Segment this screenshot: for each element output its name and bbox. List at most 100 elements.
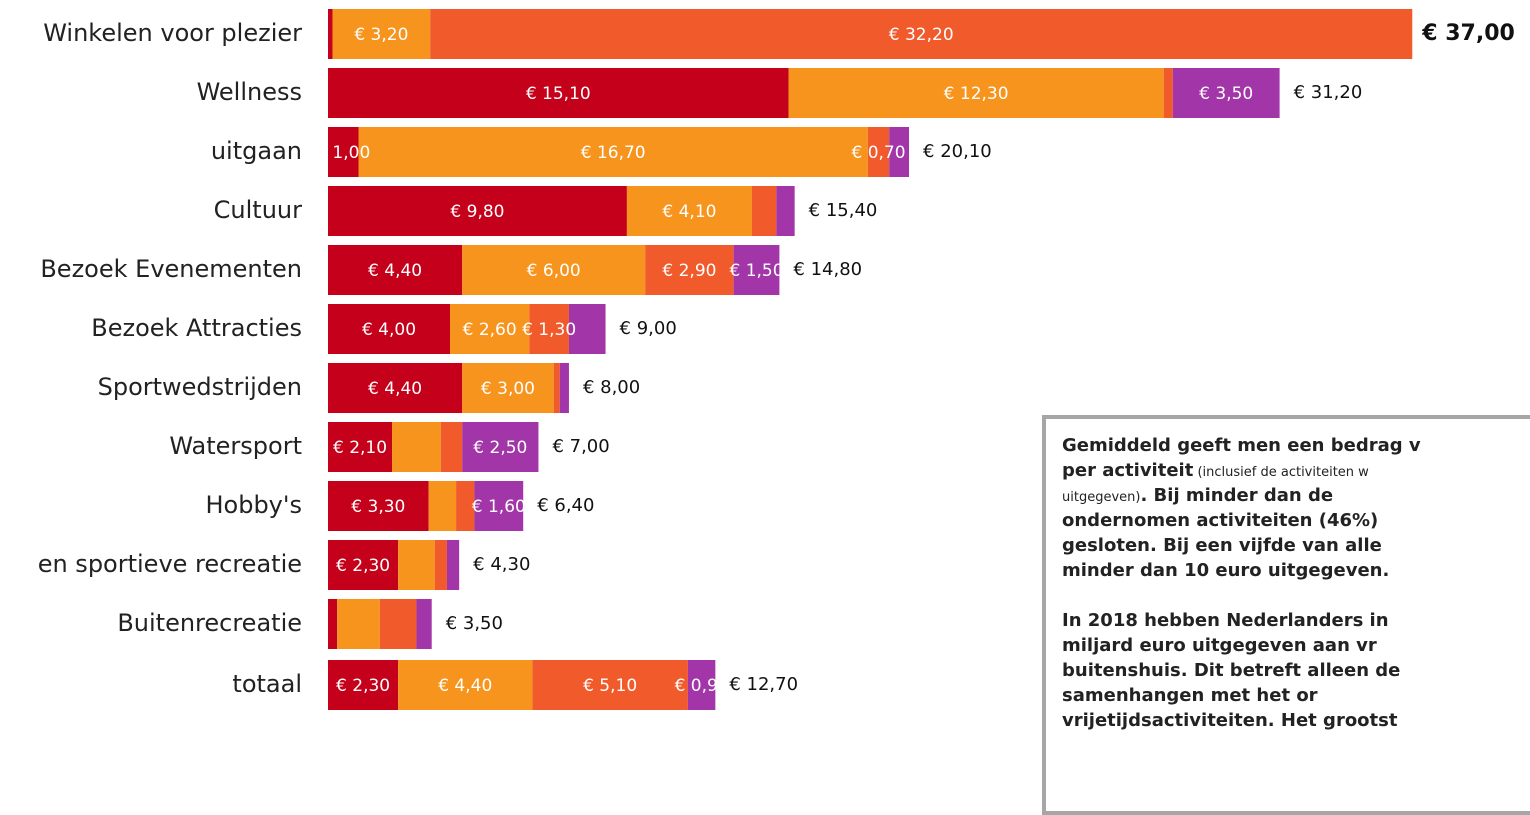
bar-segment [328,540,399,590]
note-line: In 2018 hebben Nederlanders in [1062,610,1389,631]
bar-segment [450,304,530,354]
segment-label: € 4,40 [438,676,492,696]
segment-label: € 4,40 [368,379,422,399]
bar-segment [434,540,447,590]
segment-label: € 3,20 [354,25,408,45]
category-label: Winkelen voor plezier [43,19,302,47]
bar-segment [328,304,450,354]
bar-segment [328,422,393,472]
bar-segment [328,363,463,413]
category-label: Buitenrecreatie [117,609,302,637]
note-text: uitgegeven) [1062,490,1141,505]
bar-segment [328,9,333,59]
segment-label: € 0,90 [675,676,729,696]
bar-segment [889,127,910,177]
segment-label: € 15,10 [526,84,591,104]
note-line: samenhangen met het or [1062,685,1318,706]
total-label: € 6,40 [537,495,594,516]
bar-segment [751,186,777,236]
bar-segment [428,481,457,531]
bar-segment [379,599,417,649]
total-label: € 14,80 [793,259,862,280]
segment-label: € 3,30 [351,497,405,517]
bar-segment [645,245,734,295]
bar-segment [328,127,359,177]
bar-segment [328,599,338,649]
bar-segment [733,245,780,295]
category-label: Hobby's [205,491,302,519]
bar-segment [337,599,380,649]
bar-segment [332,9,431,59]
bar-segment [328,68,789,118]
total-label: € 15,40 [809,200,878,221]
bar-segment [328,660,399,710]
bar-segment [788,68,1164,118]
segment-label: € 9,80 [450,202,504,222]
total-label: € 7,00 [552,436,609,457]
bar-segment [398,660,533,710]
note-line: per activiteit (inclusief de activiteite… [1062,458,1530,483]
note-gap [1062,583,1530,608]
bar-segment [626,186,752,236]
bar-segment [553,363,560,413]
bar-segment [328,186,627,236]
segment-label: € 2,90 [662,261,716,281]
note-line: ondernomen activiteiten (46%) [1062,510,1379,531]
note-line: Gemiddeld geeft men een bedrag v [1062,435,1421,456]
bar-segment [529,304,569,354]
bar-segment [456,481,475,531]
bar-segment [416,599,432,649]
segment-label: € 4,10 [662,202,716,222]
total-label: € 8,00 [583,377,640,398]
bar-segment [462,363,554,413]
total-label: € 37,00 [1421,21,1515,46]
total-label: € 4,30 [473,554,530,575]
total-label: € 20,10 [923,141,992,162]
bar-segment [532,660,688,710]
category-label: Bezoek Evenementen [40,255,302,283]
total-label: € 9,00 [620,318,677,339]
bar-segment [559,363,569,413]
segment-label: € 2,60 [463,320,517,340]
bar-segment [398,540,435,590]
segment-label: € 1,30 [522,320,576,340]
segment-label: € 2,30 [336,556,390,576]
segment-label: € 32,20 [889,25,954,45]
bar-segment [1163,68,1173,118]
note-line: minder dan 10 euro uitgegeven. [1062,560,1390,581]
note-box: Gemiddeld geeft men een bedrag v per act… [1042,415,1530,815]
bar-segment [687,660,716,710]
segment-label: € 1,00 [316,143,370,163]
note-line: uitgegeven). Bij minder dan de [1062,483,1530,508]
note-text: . Bij minder dan de [1140,485,1334,506]
bar-segment [474,481,524,531]
segment-label: € 12,30 [944,84,1009,104]
note-text: (inclusief de activiteiten w [1193,465,1369,480]
segment-label: € 6,00 [527,261,581,281]
total-label: € 12,70 [729,674,798,695]
segment-label: € 4,00 [362,320,416,340]
segment-label: € 1,50 [729,261,783,281]
note-text: per activiteit [1062,460,1194,481]
segment-label: € 16,70 [581,143,646,163]
bar-segment [462,422,539,472]
bar-segment [358,127,868,177]
bar-segment [440,422,463,472]
bar-segment [392,422,441,472]
category-label: Watersport [169,432,302,460]
segment-label: € 2,30 [336,676,390,696]
segment-label: € 5,10 [583,676,637,696]
category-label: uitgaan [211,137,302,165]
page: Winkelen voor plezier € 3,20 € 32,20 € 37,0… [37,9,1530,815]
chart: Winkelen voor plezier € 3,20 € 32,20 € 37,0… [38,9,1515,710]
note-line: miljard euro uitgegeven aan vr [1062,635,1377,656]
total-label: € 31,20 [1294,82,1363,103]
category-label: totaal [232,670,302,698]
category-label: en sportieve recreatie [38,550,302,578]
bar-segment [328,481,429,531]
segment-label: € 0,70 [851,143,905,163]
category-label: Cultuur [214,196,302,224]
bar-segment [328,245,463,295]
bar-segment [446,540,460,590]
segment-label: € 3,50 [1199,84,1253,104]
